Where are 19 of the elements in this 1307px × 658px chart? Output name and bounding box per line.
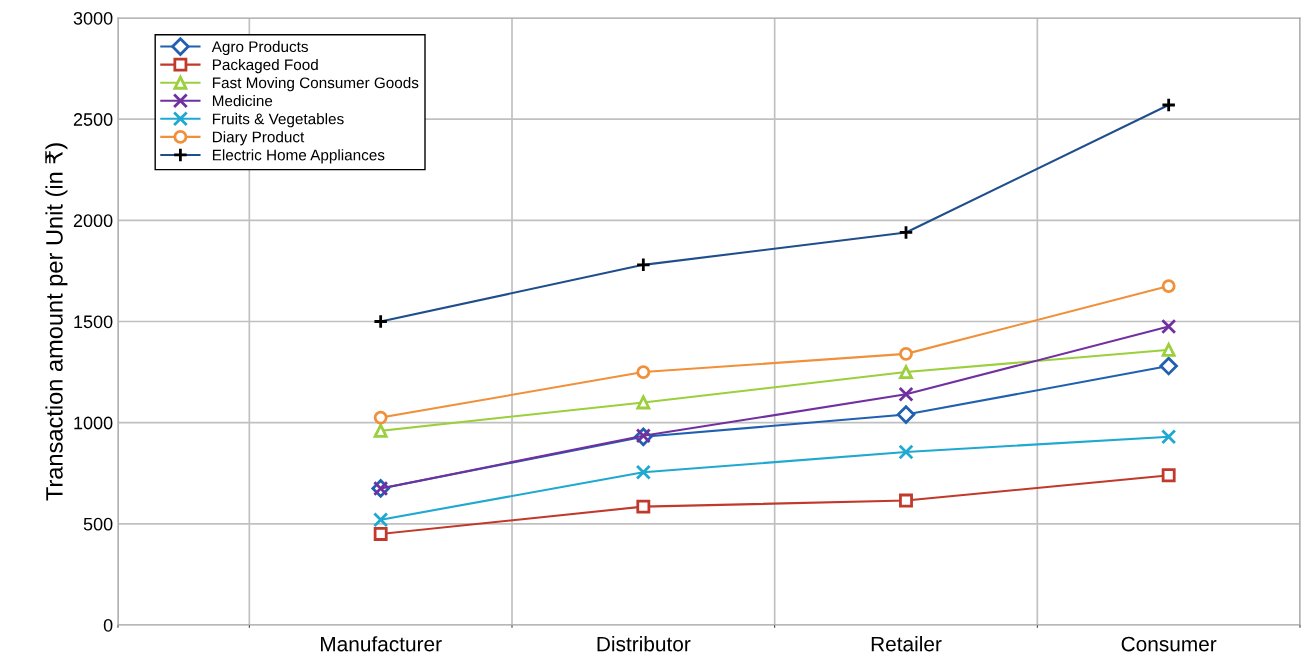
y-tick-label: 2000 [73, 214, 113, 228]
legend-label: Packaged Food [212, 58, 318, 74]
y-tick-label: 3000 [73, 11, 113, 25]
legend-label: Electric Home Appliances [212, 149, 385, 164]
legend-label: Medicine [212, 95, 273, 107]
x-tick-label: Manufacturer [321, 636, 442, 652]
y-tick-label: 1500 [74, 315, 113, 329]
x-tick-label: Retailer [871, 636, 942, 652]
x-tick-label: Distributor [597, 636, 691, 652]
y-tick-label: 0 [103, 618, 113, 632]
legend-label: Diary Product [212, 131, 305, 146]
y-tick-label: 1000 [74, 416, 113, 430]
legend-label: Fruits & Vegetables [212, 113, 344, 128]
y-tick-label: 500 [83, 517, 113, 531]
y-axis-title: Transaction amount per Unit (in ₹) [45, 143, 68, 501]
legend-label: Agro Products [211, 40, 308, 56]
y-tick-label: 2500 [73, 113, 113, 126]
legend-label: Fast Moving Consumer Goods [212, 76, 419, 92]
x-tick-label: Consumer [1121, 636, 1217, 652]
